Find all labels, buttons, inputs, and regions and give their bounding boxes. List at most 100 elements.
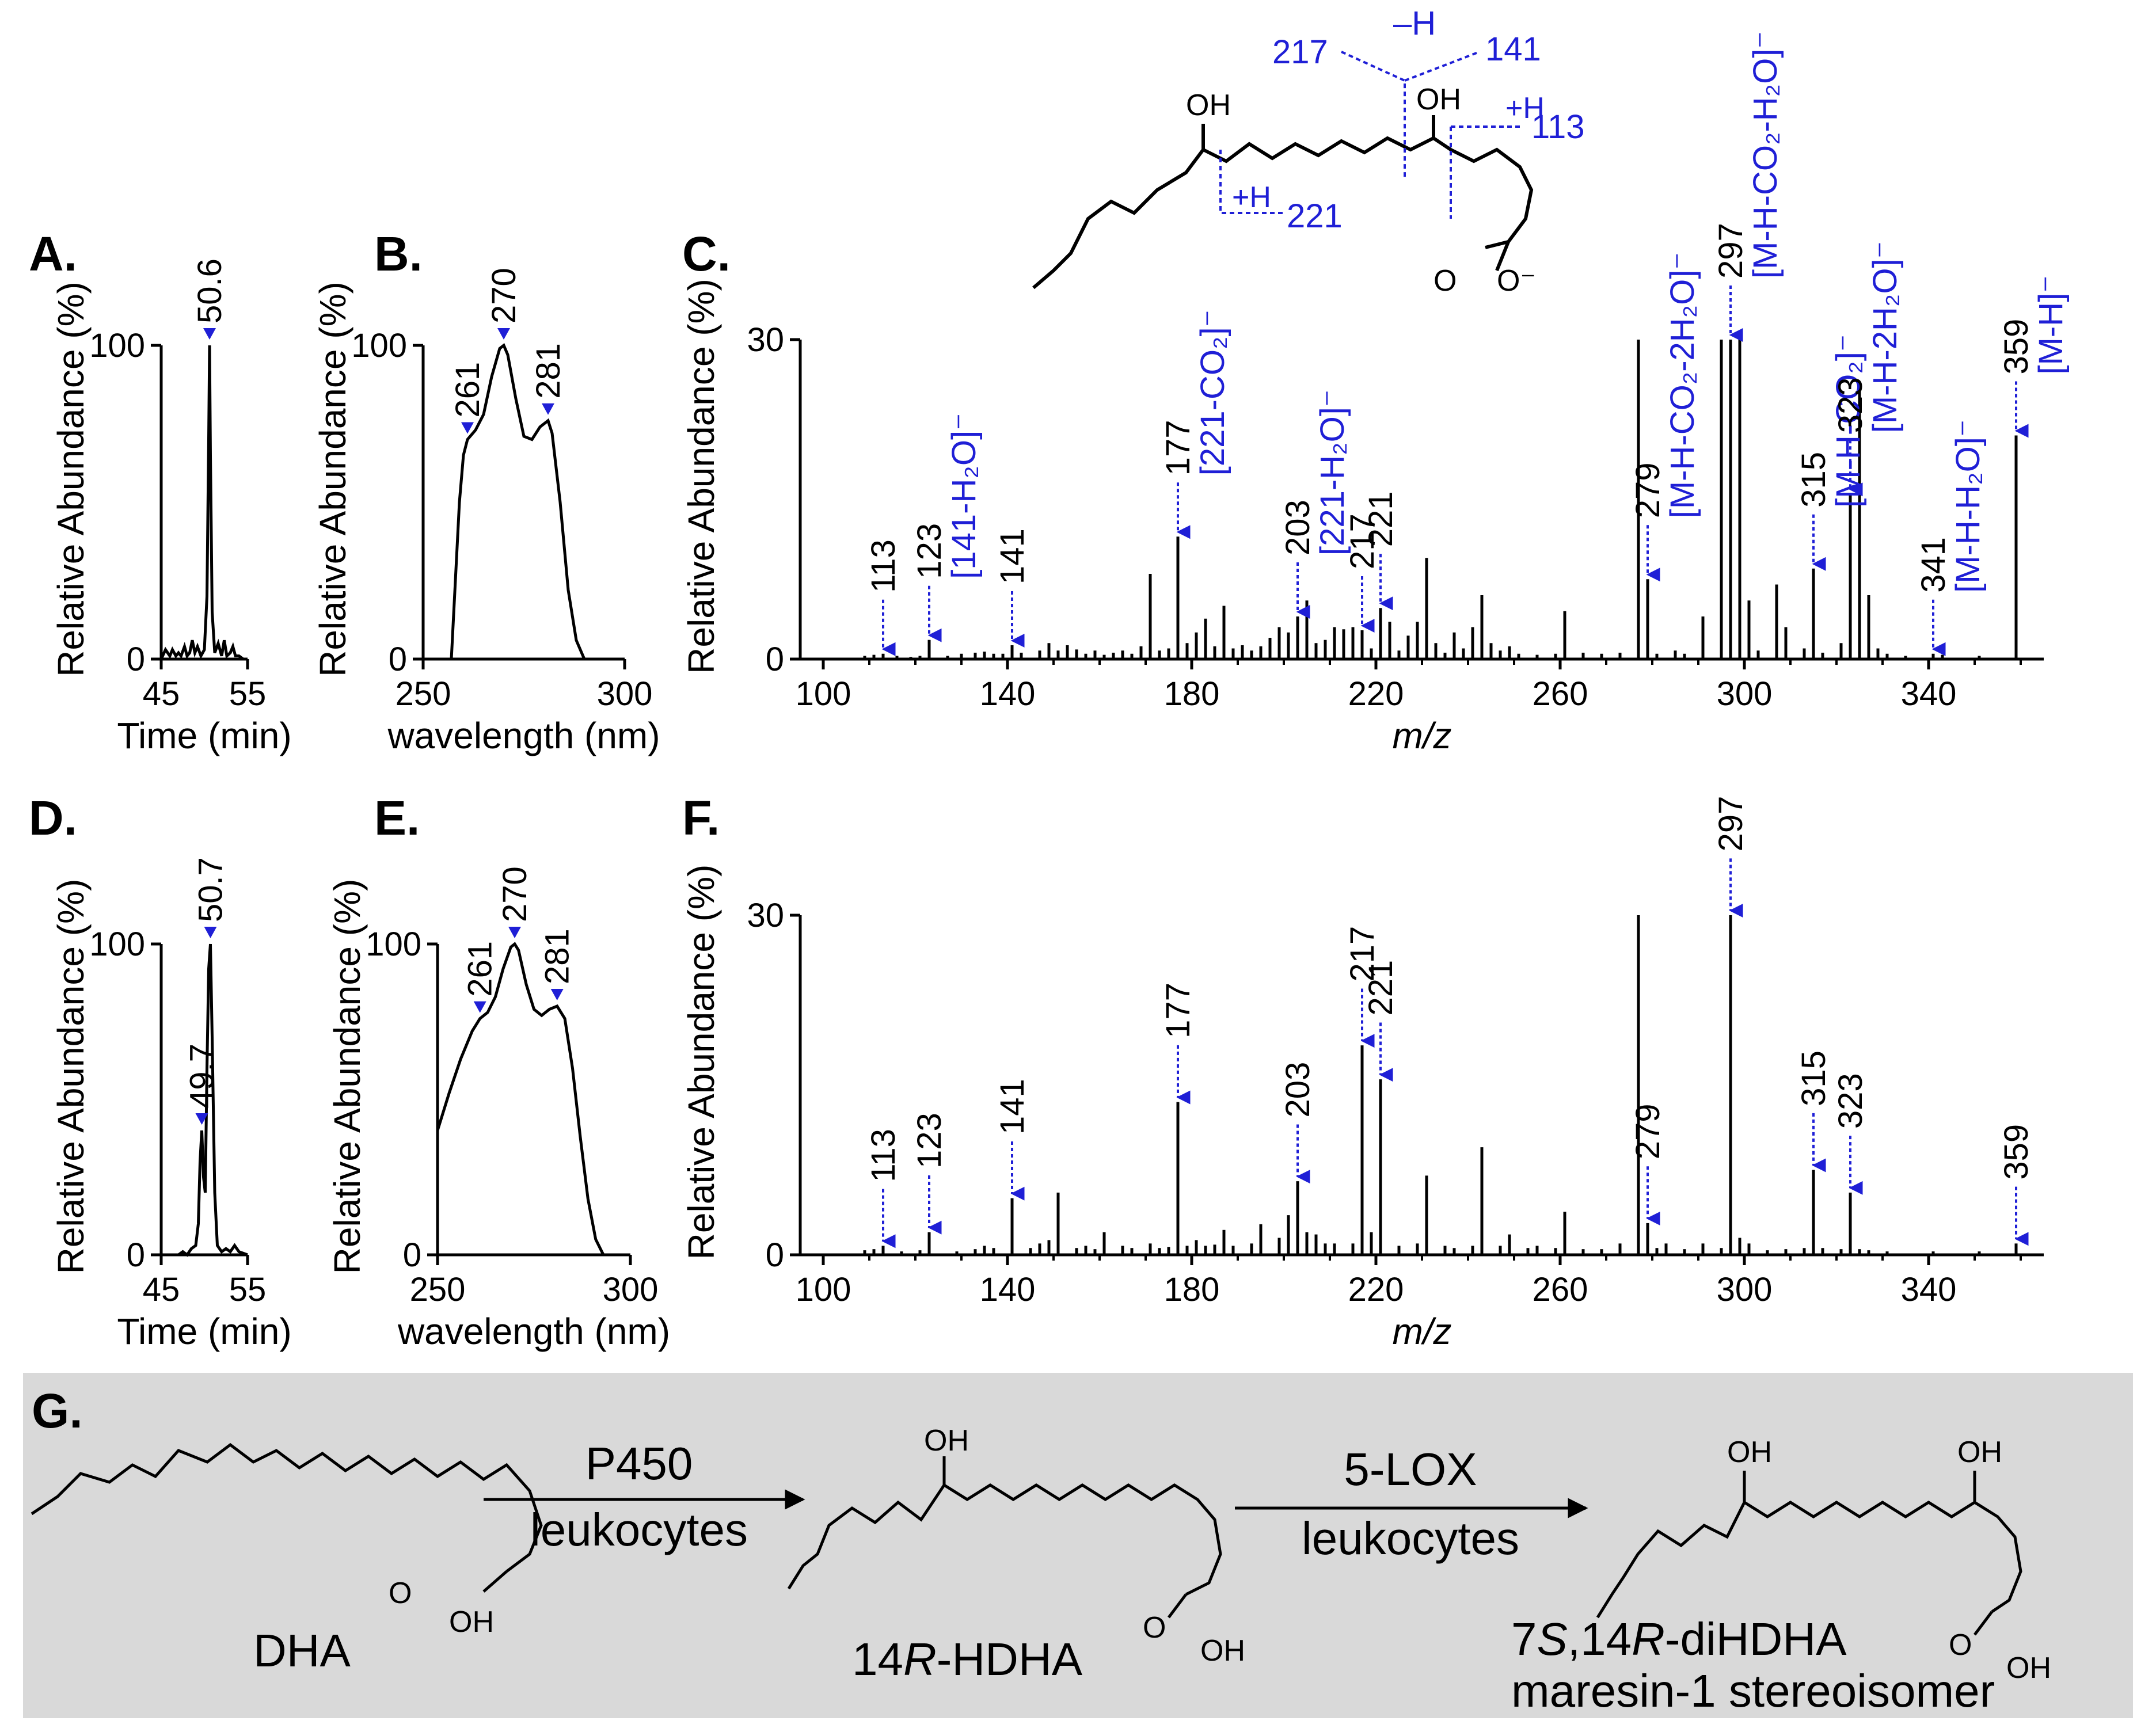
peak-mz-label: 323 [1832, 1073, 1869, 1129]
frag-113-label: 113 [1531, 108, 1584, 146]
peak-mz-label: 177 [1159, 420, 1197, 475]
peak-mz-label: 203 [1279, 1062, 1317, 1118]
x-tick-label: 300 [1717, 675, 1773, 713]
y-axis-label: Relative Abundance (%) [312, 281, 353, 677]
x-tick-label: 180 [1164, 1271, 1220, 1308]
peak-mz-label: 341 [1915, 537, 1952, 593]
peak-mz-label: 141 [994, 1079, 1031, 1135]
x-tick-label: 250 [396, 675, 451, 713]
product-label-line2: maresin-1 stereoisomer [1511, 1665, 1995, 1716]
peak-marker-icon [203, 328, 216, 340]
x-axis-label: m/z [1392, 1311, 1451, 1352]
peak-marker-icon [550, 989, 564, 1000]
hdha-cooh-oh: OH [1200, 1634, 1245, 1668]
peak-mz-label: 315 [1795, 1050, 1832, 1106]
y-tick-label: 0 [127, 641, 145, 678]
y-axis-label: Relative Abundance (%) [50, 281, 92, 677]
y-tick-label: 0 [127, 1236, 145, 1274]
fragment-label: [M-H-2H₂O]⁻ [1866, 241, 1904, 433]
panel-label-g: G. [32, 1384, 83, 1438]
peak-label: 50.7 [192, 857, 230, 922]
peak-label: 261 [462, 941, 499, 997]
peak-label: 281 [539, 928, 576, 984]
trace-line [161, 943, 248, 1257]
peak-mz-label: 279 [1629, 1103, 1667, 1159]
peak-mz-label: 203 [1279, 500, 1317, 555]
chart-f-ms-spectrum: 100 140 180 220 260 300 340 0 30 Relative Abundan… [680, 796, 2044, 1352]
fragment-label: [M-H-CO₂]⁻ [1830, 334, 1867, 508]
peak-label: 49.7 [184, 1044, 221, 1109]
prod-cooh-o: O [1949, 1628, 1972, 1662]
x-tick-label: 340 [1901, 1271, 1957, 1308]
x-tick-label: 45 [143, 1271, 180, 1308]
dha-cooh-oh: OH [449, 1605, 494, 1639]
x-tick-label: 180 [1164, 675, 1220, 713]
arrow2-top-label: 5-LOX [1344, 1444, 1477, 1495]
fragment-label: [M-H]⁻ [2032, 275, 2070, 374]
y-axis-label: Relative Abundance (%) [326, 879, 368, 1274]
fragmentation-lines [1219, 51, 1520, 219]
peak-mz-label: 359 [1998, 1124, 2035, 1180]
peak-mz-label: 297 [1712, 223, 1750, 279]
carboxyl-o: O [1433, 264, 1457, 298]
x-tick-label: 140 [980, 1271, 1036, 1308]
dha-label: DHA [253, 1625, 351, 1676]
panel-label-c: C. [682, 227, 731, 281]
x-axis-label: m/z [1392, 715, 1451, 756]
y-axis-label: Relative Abundance (%) [680, 279, 722, 674]
product-label-line1: 7S,14R-diHDHA [1511, 1613, 1847, 1665]
carboxylate-o: O⁻ [1497, 264, 1536, 298]
frag-plus-h-221: +H [1232, 181, 1271, 214]
peak-label: 261 [449, 362, 486, 418]
peak-mz-label: 113 [865, 1129, 902, 1182]
peak-label: 270 [485, 268, 523, 323]
panel-label-f: F. [682, 791, 720, 845]
x-axis-label: Time (min) [117, 1311, 291, 1352]
peak-mz-label: 217 [1344, 926, 1381, 982]
x-tick-label: 220 [1348, 675, 1404, 713]
x-tick-label: 260 [1533, 675, 1588, 713]
y-axis-label: Relative Abundance (%) [50, 879, 92, 1274]
carboxyl-bond [1495, 241, 1510, 272]
peak-mz-label: 221 [1362, 491, 1400, 547]
x-tick-label: 100 [796, 1271, 851, 1308]
x-tick-label: 55 [229, 675, 267, 713]
peak-marker-icon [542, 403, 554, 415]
panel-label-e: E. [374, 791, 420, 845]
fragment-label: [141-H₂O]⁻ [945, 413, 983, 578]
hdha-oh: OH [924, 1424, 969, 1457]
y-tick-label: 100 [89, 926, 145, 963]
y-tick-label: 30 [747, 321, 784, 359]
y-tick-label: 100 [89, 327, 145, 364]
arrow1-bottom-label: leukocytes [530, 1504, 748, 1555]
peak-marker-icon [195, 1113, 208, 1125]
prod-oh-2: OH [1957, 1436, 2002, 1469]
y-tick-label: 100 [351, 327, 407, 364]
dha-structure [31, 1442, 543, 1593]
peak-mz-label: 323 [1832, 377, 1869, 433]
peak-mz-label: 177 [1159, 983, 1197, 1038]
chart-c-ms-spectrum: 100 140 180 220 260 300 340 0 30 Relative Abundan… [680, 31, 2070, 756]
peak-mz-label: 141 [994, 528, 1031, 584]
peak-label: 270 [496, 866, 534, 922]
prod-cooh-oh: OH [2006, 1651, 2051, 1685]
peak-label: 50.6 [191, 258, 229, 323]
x-axis-label: wavelength (nm) [387, 715, 660, 756]
x-tick-label: 45 [143, 675, 180, 713]
peak-mz-label: 315 [1795, 452, 1832, 508]
x-tick-label: 250 [410, 1271, 466, 1308]
y-tick-label: 30 [747, 897, 784, 934]
y-axis-label: Relative Abundance (%) [680, 865, 722, 1260]
x-tick-label: 300 [597, 675, 653, 713]
scheme-panel: G. O OH DHA P450 leukocytes OH O OH 14R-… [23, 1373, 2133, 1718]
oh-label-1: OH [1186, 89, 1231, 122]
peak-mz-label: 113 [865, 539, 902, 592]
scheme-background [23, 1373, 2133, 1718]
peak-mz-label: 279 [1629, 462, 1667, 518]
x-tick-label: 220 [1348, 1271, 1404, 1308]
peak-marker-icon [508, 927, 521, 938]
